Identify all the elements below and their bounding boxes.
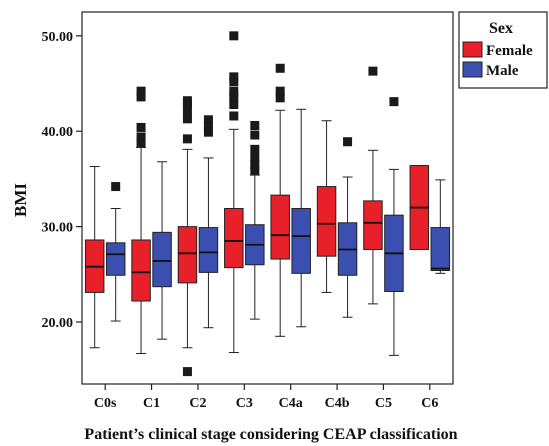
y-axis: 20.00 30.00 40.00 50.00: [42, 30, 82, 331]
outlier-point: [389, 97, 399, 107]
box-iqr: [363, 200, 383, 251]
box-male-c2: [198, 115, 219, 329]
legend-title: Sex: [489, 20, 513, 37]
x-axis-label: Patient’s clinical stage considering CEA…: [84, 426, 457, 443]
x-tick-label: C1: [143, 396, 160, 411]
legend-swatch-female: [462, 41, 483, 58]
outlier-point: [136, 138, 146, 148]
outlier-point: [229, 72, 239, 82]
box-female-c5: [363, 66, 383, 305]
box-male-c5: [384, 97, 404, 356]
y-tick-label: 30.00: [42, 221, 74, 236]
outlier-point: [182, 114, 192, 124]
x-tick-label: C4b: [325, 396, 350, 411]
y-tick-label: 20.00: [42, 316, 74, 331]
outlier-point: [250, 130, 260, 140]
box-male-c4a: [291, 108, 311, 328]
outlier-point: [136, 92, 146, 102]
box-iqr: [316, 186, 337, 257]
legend-label-male: Male: [486, 63, 519, 79]
box-male-c3: [245, 121, 265, 320]
y-tick-label: 50.00: [42, 30, 74, 45]
box-iqr: [177, 226, 198, 284]
outlier-point: [229, 77, 239, 87]
legend: Sex Female Male: [458, 11, 548, 89]
outlier-point: [229, 92, 239, 102]
box-iqr: [291, 207, 311, 274]
legend-swatch-male: [462, 61, 483, 78]
box-male-c6: [430, 179, 451, 274]
outlier-point: [229, 86, 239, 96]
x-tick-label: C4a: [279, 396, 303, 411]
outlier-point: [229, 31, 239, 41]
outlier-point: [250, 153, 260, 163]
outlier-point: [250, 160, 260, 170]
outlier-point: [250, 165, 260, 175]
outlier-point: [203, 127, 213, 137]
x-tick-label: C3: [236, 396, 253, 411]
box-female-c3: [224, 31, 244, 354]
outlier-point: [368, 66, 378, 76]
y-tick-label: 40.00: [42, 125, 74, 140]
outlier-point: [111, 182, 121, 192]
legend-label-female: Female: [486, 43, 533, 59]
box-female-c6: [409, 165, 430, 251]
x-axis: C0s C1 C2 C3 C4a C4b C5 C6: [94, 384, 438, 411]
box-female-c4a: [270, 63, 290, 337]
box-iqr: [152, 231, 172, 288]
box-male-c0s: [105, 182, 126, 322]
box-female-c4b: [316, 120, 337, 293]
outlier-point: [250, 121, 260, 131]
outlier-point: [229, 100, 239, 110]
outlier-point: [275, 86, 285, 96]
outlier-point: [203, 115, 213, 125]
box-iqr: [131, 239, 151, 302]
outlier-point: [136, 86, 146, 96]
outlier-point: [136, 132, 146, 142]
box-iqr: [198, 227, 219, 273]
x-tick-label: C5: [375, 396, 392, 411]
box-female-c2: [177, 96, 198, 377]
x-tick-label: C6: [421, 396, 438, 411]
outlier-point: [275, 63, 285, 73]
x-tick-label: C2: [189, 396, 206, 411]
outlier-point: [275, 93, 285, 103]
box-iqr: [105, 242, 126, 276]
outlier-point: [250, 144, 260, 154]
box-series: [84, 31, 451, 377]
outlier-point: [182, 134, 192, 144]
box-female-c0s: [84, 166, 105, 349]
outlier-point: [182, 96, 192, 106]
box-iqr: [270, 194, 290, 260]
box-male-c1: [152, 161, 172, 340]
outlier-point: [203, 121, 213, 131]
outlier-point: [182, 367, 192, 377]
box-female-c1: [131, 86, 151, 354]
y-axis-label: BMI: [11, 183, 30, 217]
outlier-point: [182, 105, 192, 115]
outlier-point: [136, 122, 146, 132]
box-iqr: [430, 227, 451, 271]
box-iqr: [224, 207, 244, 269]
outlier-point: [343, 137, 353, 147]
plot-frame: [81, 11, 454, 385]
outlier-point: [229, 111, 239, 121]
x-tick-label: C0s: [94, 396, 117, 411]
box-male-c4b: [337, 137, 358, 318]
